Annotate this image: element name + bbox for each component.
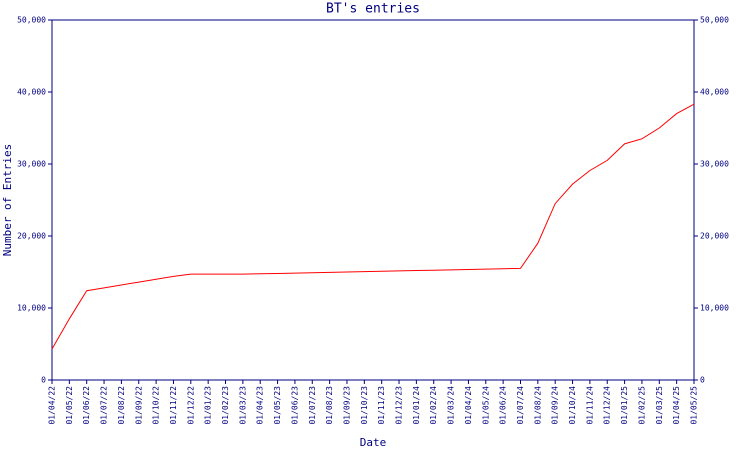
x-tick-label: 01/03/24 (447, 386, 456, 425)
x-tick-label: 01/10/24 (568, 386, 577, 425)
x-tick-label: 01/09/22 (134, 386, 143, 425)
y2-tick-label: 0 (700, 376, 705, 385)
y-axis-label: Number of Entries (1, 144, 14, 257)
x-tick-label: 01/07/22 (100, 386, 109, 425)
x-tick-label: 01/08/23 (325, 386, 334, 425)
x-tick-label: 01/10/23 (360, 386, 369, 425)
x-tick-label: 01/11/22 (169, 386, 178, 425)
x-tick-label: 01/05/24 (481, 386, 490, 425)
x-tick-label: 01/01/23 (204, 386, 213, 425)
chart-title: BT's entries (326, 2, 420, 17)
x-tick-label: 01/10/22 (152, 386, 161, 425)
x-tick-label: 01/12/23 (395, 386, 404, 425)
x-tick-label: 01/04/22 (48, 386, 57, 425)
x-tick-label: 01/01/25 (620, 386, 629, 425)
y2-tick-label: 50,000 (700, 16, 729, 25)
data-line (51, 103, 695, 350)
x-tick-label: 01/03/25 (655, 386, 664, 425)
x-tick-label: 01/11/24 (585, 386, 594, 425)
x-tick-label: 01/06/23 (290, 386, 299, 425)
x-tick-label: 01/04/25 (672, 386, 681, 425)
x-tick-label: 01/06/24 (499, 386, 508, 425)
x-tick-label: 01/12/22 (186, 386, 195, 425)
x-tick-label: 01/02/23 (221, 386, 230, 425)
x-tick-label: 01/08/22 (117, 386, 126, 425)
x-tick-label: 01/11/23 (377, 386, 386, 425)
x-tick-label: 01/04/23 (256, 386, 265, 425)
x-tick-label: 01/09/24 (551, 386, 560, 425)
x-tick-label: 01/04/24 (464, 386, 473, 425)
x-tick-label: 01/12/24 (603, 386, 612, 425)
y-tick-label: 0 (41, 376, 46, 385)
x-tick-label: 01/05/25 (690, 386, 699, 425)
x-tick-label: 01/03/23 (238, 386, 247, 425)
y-tick-label: 50,000 (17, 16, 46, 25)
x-tick-label: 01/05/23 (273, 386, 282, 425)
y-tick-label: 10,000 (17, 304, 46, 313)
y2-tick-label: 10,000 (700, 304, 729, 313)
x-tick-label: 01/08/24 (533, 386, 542, 425)
x-tick-label: 01/09/23 (342, 386, 351, 425)
plot-frame (51, 19, 695, 381)
x-axis-label: Date (360, 436, 387, 449)
y-tick-label: 30,000 (17, 160, 46, 169)
y2-tick-label: 20,000 (700, 232, 729, 241)
x-tick-label: 01/07/23 (308, 386, 317, 425)
y2-tick-label: 30,000 (700, 160, 729, 169)
x-tick-label: 01/02/25 (637, 386, 646, 425)
y2-tick-label: 40,000 (700, 88, 729, 97)
x-tick-label: 01/06/22 (82, 386, 91, 425)
x-tick-label: 01/02/24 (429, 386, 438, 425)
y-tick-label: 40,000 (17, 88, 46, 97)
x-tick-label: 01/07/24 (516, 386, 525, 425)
x-tick-label: 01/01/24 (412, 386, 421, 425)
y-tick-label: 20,000 (17, 232, 46, 241)
x-tick-label: 01/05/22 (65, 386, 74, 425)
